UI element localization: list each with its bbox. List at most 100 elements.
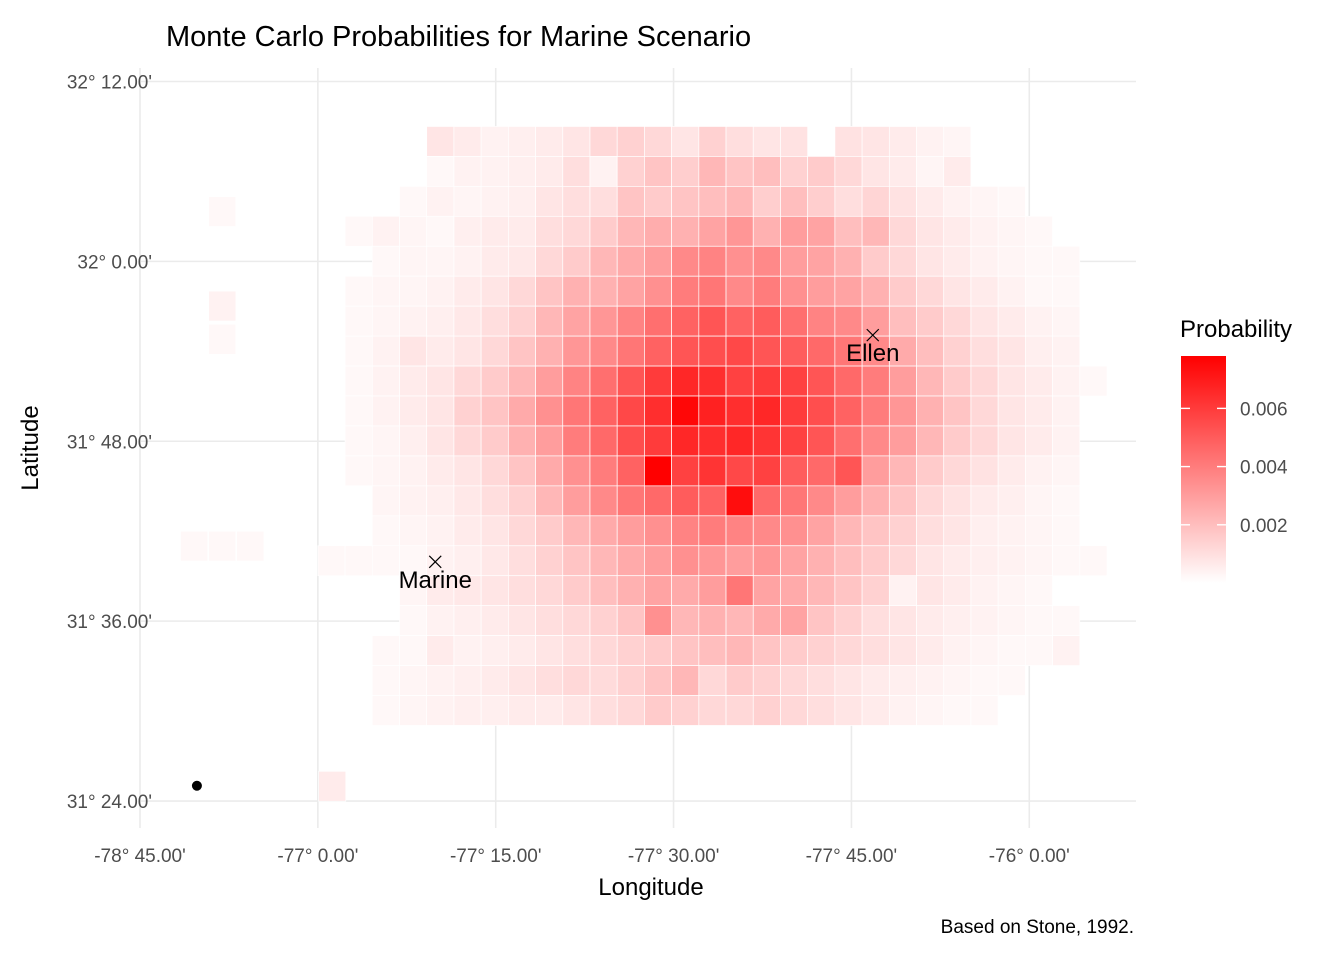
heatmap-cell bbox=[535, 156, 564, 187]
heatmap-cell bbox=[453, 215, 482, 247]
heatmap-cell bbox=[1025, 245, 1053, 277]
heatmap-cell bbox=[752, 156, 781, 187]
heatmap-cell bbox=[698, 605, 727, 636]
heatmap-cell bbox=[426, 395, 455, 427]
heatmap-cell bbox=[752, 575, 781, 607]
heatmap-cell bbox=[780, 515, 809, 547]
heatmap-cell bbox=[426, 605, 455, 636]
heatmap-cell bbox=[399, 695, 428, 726]
heatmap-cell bbox=[861, 365, 890, 397]
heatmap-cell bbox=[562, 126, 591, 157]
heatmap-cell bbox=[426, 455, 455, 487]
heatmap-cell bbox=[861, 245, 890, 277]
heatmap-cell bbox=[453, 156, 482, 187]
heatmap-cell bbox=[453, 575, 482, 607]
heatmap-cell bbox=[997, 485, 1026, 517]
heatmap-cell bbox=[589, 635, 618, 666]
heatmap-cell bbox=[970, 365, 999, 397]
heatmap-cell bbox=[480, 305, 509, 337]
heatmap-cell bbox=[426, 425, 455, 457]
x-tick-label: -77° 0.00' bbox=[277, 846, 358, 867]
heatmap-cell bbox=[507, 365, 536, 397]
heatmap-cell bbox=[888, 455, 917, 487]
heatmap-cell bbox=[807, 365, 836, 397]
heatmap-cell bbox=[589, 695, 618, 726]
heatmap-cell bbox=[480, 245, 509, 277]
heatmap-cell bbox=[644, 635, 672, 666]
heatmap-cell bbox=[644, 156, 672, 187]
heatmap-cell bbox=[834, 515, 863, 547]
heatmap-cell bbox=[997, 245, 1026, 277]
heatmap-cell bbox=[480, 395, 509, 427]
y-tick-label: 31° 36.00' bbox=[67, 612, 152, 633]
heatmap-cell bbox=[888, 605, 917, 636]
heatmap-cell bbox=[807, 425, 836, 457]
heatmap-cell bbox=[399, 365, 428, 397]
heatmap-cell bbox=[752, 305, 781, 337]
heatmap-cell bbox=[807, 485, 836, 517]
heatmap-cell bbox=[589, 335, 618, 367]
heatmap-cell bbox=[943, 425, 972, 457]
heatmap-cell bbox=[1052, 455, 1081, 487]
heatmap-cell bbox=[589, 245, 618, 277]
heatmap-cell bbox=[752, 485, 781, 517]
heatmap-cell bbox=[589, 275, 618, 307]
heatmap-cell bbox=[399, 395, 428, 427]
heatmap-cell bbox=[916, 335, 945, 367]
heatmap-cell bbox=[589, 485, 618, 517]
heatmap-cell bbox=[698, 515, 727, 547]
legend: Probability 0.002 0.004 0.006 bbox=[1180, 316, 1292, 583]
heatmap-cell bbox=[562, 335, 591, 367]
heatmap-cell bbox=[507, 305, 536, 337]
heatmap-cell bbox=[208, 323, 237, 355]
heatmap-cell bbox=[780, 215, 809, 247]
heatmap-cell bbox=[997, 215, 1026, 247]
heatmap-cell bbox=[535, 665, 564, 696]
heatmap-cell bbox=[1025, 215, 1053, 247]
heatmap-cell bbox=[807, 665, 836, 696]
heatmap-cell bbox=[725, 365, 754, 397]
heatmap-cell bbox=[507, 156, 536, 187]
heatmap-cell bbox=[399, 275, 428, 307]
heatmap-cell bbox=[725, 695, 754, 726]
heatmap-cell bbox=[480, 126, 509, 157]
heatmap-cell bbox=[344, 365, 373, 397]
heatmap-cell bbox=[644, 695, 672, 726]
heatmap-cell bbox=[997, 605, 1026, 636]
heatmap-cell bbox=[399, 485, 428, 517]
heatmap-cell bbox=[644, 545, 672, 577]
heatmap-cell bbox=[507, 425, 536, 457]
heatmap-cell bbox=[399, 245, 428, 277]
heatmap-cell bbox=[943, 695, 972, 726]
heatmap-cell bbox=[943, 485, 972, 517]
heatmap-cell bbox=[834, 335, 863, 367]
heatmap-cell bbox=[970, 485, 999, 517]
heatmap-cell bbox=[861, 605, 890, 636]
heatmap-cell bbox=[698, 365, 727, 397]
heatmap-cell bbox=[507, 605, 536, 636]
heatmap-cell bbox=[399, 515, 428, 547]
heatmap-cell bbox=[752, 545, 781, 577]
heatmap-cell bbox=[807, 395, 836, 427]
heatmap-cell bbox=[562, 665, 591, 696]
heatmap-cells bbox=[180, 126, 1108, 802]
heatmap-cell bbox=[1025, 425, 1053, 457]
heatmap-cell bbox=[616, 395, 645, 427]
heatmap-cell bbox=[807, 575, 836, 607]
heatmap-cell bbox=[535, 575, 564, 607]
heatmap-cell bbox=[208, 290, 237, 322]
heatmap-cell bbox=[698, 425, 727, 457]
heatmap-cell bbox=[1079, 365, 1108, 397]
heatmap-cell bbox=[507, 245, 536, 277]
heatmap-cell bbox=[453, 425, 482, 457]
heatmap-cell bbox=[997, 515, 1026, 547]
heatmap-cell bbox=[535, 455, 564, 487]
y-tick-label: 31° 24.00' bbox=[67, 792, 152, 813]
heatmap-cell bbox=[861, 635, 890, 666]
heatmap-cell bbox=[453, 455, 482, 487]
heatmap-cell bbox=[589, 215, 618, 247]
heatmap-cell bbox=[453, 665, 482, 696]
heatmap-cell bbox=[916, 455, 945, 487]
heatmap-cell bbox=[180, 530, 209, 562]
heatmap-cell bbox=[644, 126, 672, 157]
